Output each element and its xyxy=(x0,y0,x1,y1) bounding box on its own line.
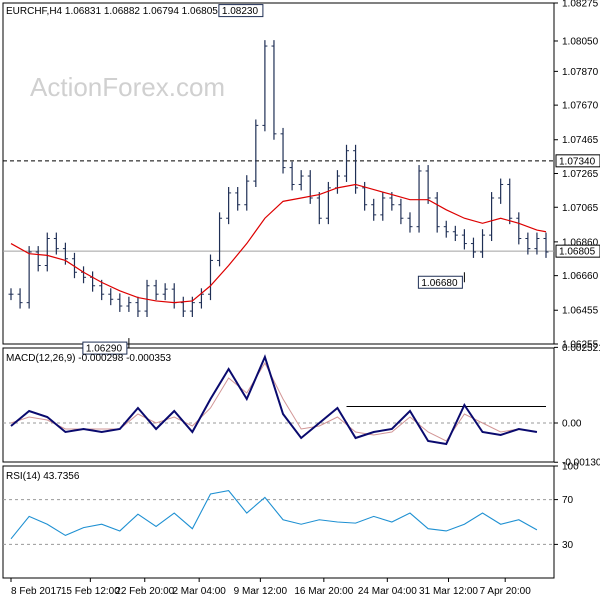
annotation-label: 1.08230 xyxy=(222,6,259,17)
y-tick-label: 1.07670 xyxy=(562,101,599,112)
watermark: ActionForex.com xyxy=(30,72,225,102)
annotation-label: 1.06680 xyxy=(421,278,458,289)
price-title: EURCHF,H4 1.06831 1.06882 1.06794 1.0680… xyxy=(6,6,218,17)
y-tick-label: 1.07870 xyxy=(562,67,599,78)
panel-frame xyxy=(2,347,555,463)
annotation-box xyxy=(218,4,264,18)
y-tick-label: 1.08050 xyxy=(562,36,599,47)
annotation-box xyxy=(417,275,463,289)
y-tick-label: 0.002521 xyxy=(562,343,600,354)
x-tick-label: 24 Mar 04:00 xyxy=(358,586,417,597)
x-tick-label: 7 Apr 20:00 xyxy=(480,586,532,597)
price-ma-line xyxy=(10,183,547,304)
y-tick-label: 1.06660 xyxy=(562,271,599,282)
y-tick-label: 70 xyxy=(562,495,574,506)
panel-frame xyxy=(2,2,555,345)
x-tick-label: 22 Feb 20:00 xyxy=(115,586,174,597)
x-tick-label: 16 Mar 20:00 xyxy=(294,586,353,597)
macd-title: MACD(12,26,9) -0.000298 -0.000353 xyxy=(6,353,172,364)
x-tick-label: 31 Mar 12:00 xyxy=(419,586,478,597)
x-tick-label: 9 Mar 12:00 xyxy=(234,586,288,597)
y-tick-label: 1.06255 xyxy=(562,340,599,351)
y-tick-label: 1.06455 xyxy=(562,306,599,317)
annotation-label: 1.06290 xyxy=(86,344,123,355)
hline-price-label: 1.07340 xyxy=(559,156,596,167)
y-tick-label: 0.00 xyxy=(562,419,582,430)
y-tick-label: 1.08275 xyxy=(562,0,599,10)
y-tick-label: 1.07265 xyxy=(562,169,599,180)
y-tick-label: -0.001308 xyxy=(562,458,600,469)
y-tick-label: 1.07065 xyxy=(562,203,599,214)
rsi-title: RSI(14) 43.7356 xyxy=(6,471,80,482)
last-price-label: 1.06805 xyxy=(559,247,596,258)
last-price-box xyxy=(555,244,600,258)
annotation-box xyxy=(82,341,128,355)
x-tick-label: 15 Feb 12:00 xyxy=(61,586,120,597)
x-tick-label: 8 Feb 2017 xyxy=(11,586,62,597)
x-tick-label: 2 Mar 04:00 xyxy=(172,586,226,597)
y-tick-label: 1.06860 xyxy=(562,237,599,248)
macd-macd-line xyxy=(10,354,538,446)
rsi-line xyxy=(10,490,538,540)
y-tick-label: 1.07465 xyxy=(562,135,599,146)
hline-price-box xyxy=(555,154,600,168)
y-tick-label: 100 xyxy=(562,462,579,473)
y-tick-label: 30 xyxy=(562,540,574,551)
panel-frame xyxy=(2,465,555,579)
